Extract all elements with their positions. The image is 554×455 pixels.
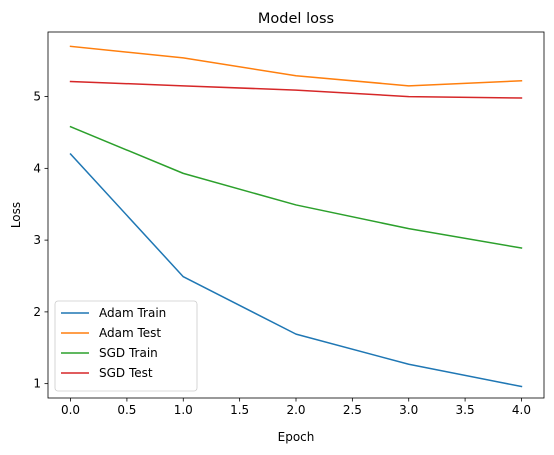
- y-tick-label: 1: [33, 377, 41, 391]
- x-tick-label: 0.5: [117, 403, 136, 417]
- x-tick-label: 3.5: [456, 403, 475, 417]
- x-axis-title: Epoch: [278, 430, 315, 444]
- legend-label: SGD Test: [99, 366, 153, 380]
- x-tick-label: 4.0: [512, 403, 531, 417]
- x-axis-ticks: 0.0 0.5 1.0 1.5 2.0 2.5 3.0 3.5 4.0: [61, 398, 531, 417]
- legend-label: SGD Train: [99, 346, 158, 360]
- legend-label: Adam Train: [99, 306, 166, 320]
- series-line-3: [69, 80, 523, 99]
- y-tick-label: 3: [33, 233, 41, 247]
- y-axis-title: Loss: [9, 202, 23, 228]
- chart-title: Model loss: [258, 11, 334, 27]
- x-tick-label: 3.0: [399, 403, 418, 417]
- series-line-0: [69, 152, 523, 388]
- x-tick-label: 2.0: [286, 403, 305, 417]
- y-tick-label: 4: [33, 161, 41, 175]
- series-line-2: [69, 125, 523, 249]
- y-tick-label: 5: [33, 90, 41, 104]
- x-tick-label: 2.5: [343, 403, 362, 417]
- legend-box: [54, 300, 198, 392]
- y-axis-ticks: 1 2 3 4 5: [33, 90, 48, 391]
- series-line-1: [69, 45, 523, 87]
- legend: Adam Train Adam Test SGD Train SGD Test: [54, 300, 198, 392]
- x-tick-label: 0.0: [61, 403, 80, 417]
- legend-label: Adam Test: [99, 326, 161, 340]
- x-tick-label: 1.5: [230, 403, 249, 417]
- y-tick-label: 2: [33, 305, 41, 319]
- plot-lines: [69, 45, 523, 388]
- x-tick-label: 1.0: [174, 403, 193, 417]
